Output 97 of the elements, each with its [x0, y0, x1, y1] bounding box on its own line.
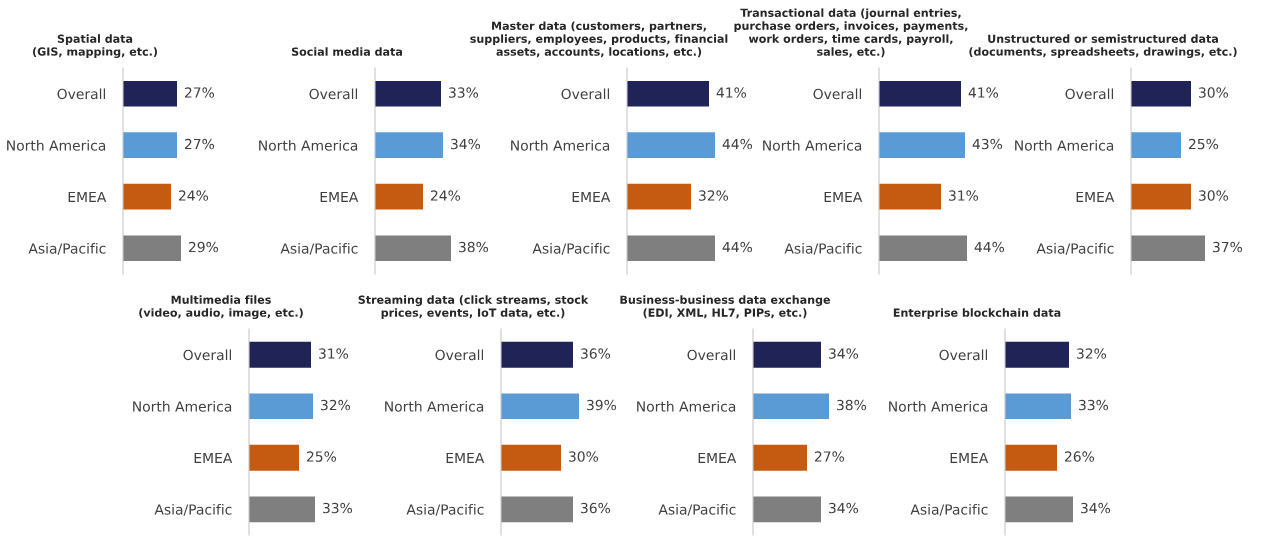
y-tick-label: North America	[511, 139, 610, 151]
bar	[1005, 444, 1057, 471]
y-tick-label: EMEA	[1076, 191, 1115, 203]
bar	[249, 393, 313, 420]
data-label: 33%	[323, 502, 353, 514]
data-label: 41%	[716, 87, 747, 98]
chart-title: Business-business data exchange (EDI, XML, HL7, PIPs, etc.)	[620, 295, 831, 319]
y-tick-label: Overall	[687, 349, 736, 361]
y-tick-label: North America	[7, 139, 106, 151]
y-tick-label: EMEA	[320, 191, 359, 203]
data-label: 33%	[449, 87, 479, 98]
y-tick-label: EMEA	[698, 452, 737, 464]
data-label: 44%	[722, 241, 753, 253]
data-label: 38%	[837, 399, 867, 411]
data-label: 33%	[1079, 399, 1109, 411]
y-tick-label: Overall	[1065, 88, 1114, 100]
y-tick-label: Asia/Pacific	[280, 242, 358, 255]
data-label: 26%	[1064, 451, 1095, 462]
chart-title: Social media data	[291, 47, 402, 56]
data-label: 27%	[184, 138, 215, 150]
bar	[375, 183, 423, 210]
data-label: 24%	[430, 190, 461, 201]
data-label: 30%	[1199, 87, 1229, 98]
data-label: 34%	[1081, 502, 1111, 514]
data-label: 41%	[968, 87, 999, 98]
y-tick-label: EMEA	[950, 452, 989, 464]
data-label: 44%	[974, 241, 1005, 253]
data-label: 29%	[188, 241, 219, 253]
data-label: 30%	[1199, 190, 1229, 201]
y-tick-label: Asia/Pacific	[532, 242, 610, 255]
y-tick-label: Overall	[183, 349, 232, 361]
y-tick-label: EMEA	[446, 452, 485, 464]
data-label: 34%	[829, 348, 859, 359]
bar	[375, 235, 451, 262]
y-tick-label: EMEA	[572, 191, 611, 203]
data-label: 37%	[1213, 241, 1243, 253]
data-label: 25%	[1188, 138, 1219, 150]
y-tick-label: Asia/Pacific	[784, 242, 862, 255]
chart-title: Enterprise blockchain data	[893, 308, 1061, 319]
data-label: 34%	[829, 502, 859, 514]
data-label: 38%	[459, 241, 489, 253]
y-tick-label: Asia/Pacific	[154, 503, 232, 516]
data-label: 43%	[972, 138, 1003, 150]
y-tick-label: North America	[637, 400, 736, 412]
y-tick-label: Overall	[57, 88, 106, 100]
data-label: 27%	[184, 87, 215, 98]
y-tick-label: Overall	[939, 349, 988, 361]
y-tick-label: North America	[133, 400, 232, 412]
y-tick-label: Asia/Pacific	[1036, 242, 1114, 255]
y-tick-label: North America	[1015, 139, 1114, 151]
data-label: 32%	[321, 399, 351, 411]
data-label: 30%	[569, 451, 599, 462]
y-tick-label: Asia/Pacific	[658, 503, 736, 516]
y-tick-label: Asia/Pacific	[28, 242, 106, 255]
data-label: 36%	[581, 348, 611, 359]
data-label: 24%	[178, 190, 209, 201]
bar	[1005, 393, 1071, 420]
y-tick-label: EMEA	[824, 191, 863, 203]
chart-title: Transactional data (journal entries, purchase orders, invoices, payments, work orders, time cards, payroll, sales, etc.)	[734, 8, 968, 58]
bar	[1005, 496, 1073, 523]
y-tick-label: Overall	[813, 88, 862, 100]
data-label: 36%	[581, 502, 611, 514]
y-tick-label: North America	[763, 139, 862, 151]
bar	[879, 80, 961, 107]
data-label: 39%	[587, 399, 617, 411]
data-label: 27%	[814, 451, 845, 462]
y-tick-label: North America	[889, 400, 988, 412]
y-tick-label: Overall	[435, 349, 484, 361]
y-tick-label: Overall	[561, 88, 610, 100]
chart-title: Multimedia files (video, audio, image, etc.)	[139, 295, 303, 319]
y-tick-label: Asia/Pacific	[910, 503, 988, 516]
bar	[879, 183, 941, 210]
y-tick-label: EMEA	[194, 452, 233, 464]
bar	[1005, 341, 1069, 368]
chart-title: Master data (customers, partners, suppliers, employees, products, financial assets, accounts, locations, etc.)	[470, 21, 728, 58]
chart-title: Spatial data (GIS, mapping, etc.)	[33, 34, 157, 58]
y-tick-label: North America	[385, 400, 484, 412]
bar	[249, 444, 299, 471]
data-label: 25%	[306, 451, 337, 462]
y-tick-label: North America	[259, 139, 358, 151]
bar	[249, 496, 315, 523]
bar	[879, 132, 965, 159]
data-label: 32%	[1077, 348, 1107, 359]
data-label: 31%	[949, 190, 979, 201]
chart-title: Streaming data (click streams, stock prices, events, IoT data, etc.)	[358, 295, 589, 319]
bar	[375, 80, 441, 107]
y-tick-label: EMEA	[68, 191, 107, 203]
bar	[375, 132, 443, 159]
chart-title: Unstructured or semistructured data (documents, spreadsheets, drawings, etc.)	[969, 34, 1237, 58]
data-label: 32%	[699, 190, 729, 201]
bar	[879, 235, 967, 262]
y-tick-label: Asia/Pacific	[406, 503, 484, 516]
data-label: 44%	[722, 138, 753, 150]
data-label: 34%	[451, 138, 481, 150]
y-tick-label: Overall	[309, 88, 358, 100]
bar	[249, 341, 311, 368]
data-label: 31%	[319, 348, 349, 359]
